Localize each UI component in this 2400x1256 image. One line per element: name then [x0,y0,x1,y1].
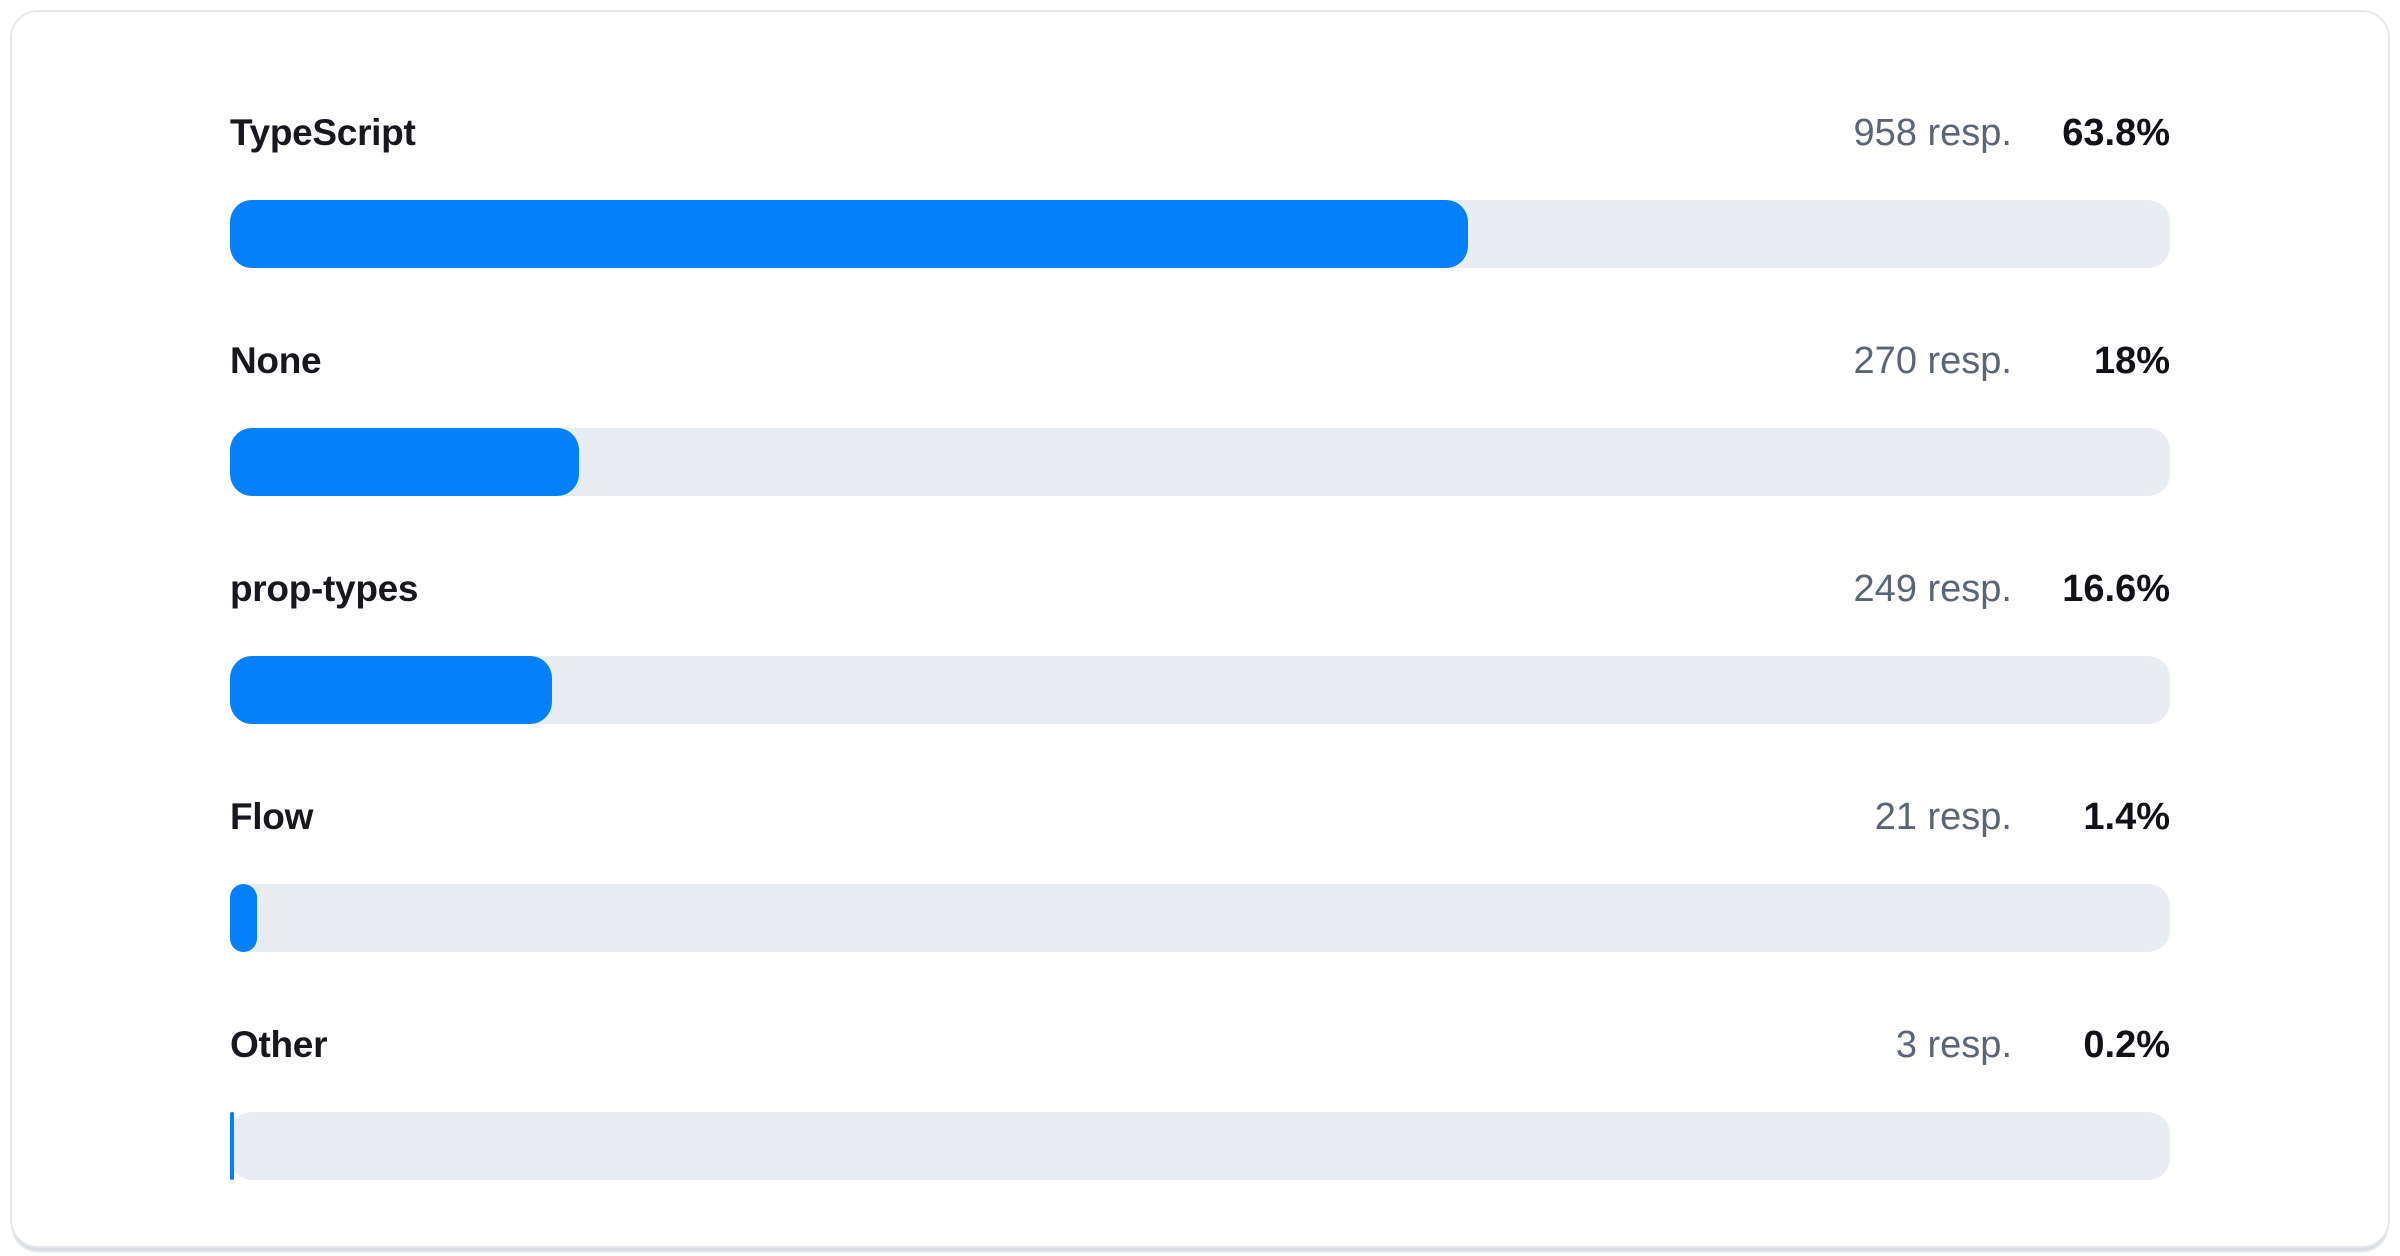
bar-fill [230,884,258,952]
response-count: 249 resp. [1853,568,2012,610]
row-values: 958 resp. 63.8% [1854,112,2170,154]
option-label: Other [230,1024,328,1065]
chart-row: Other 3 resp. 0.2% [230,1024,2170,1180]
row-header: TypeScript 958 resp. 63.8% [230,112,2170,154]
row-values: 249 resp. 16.6% [1854,568,2170,610]
chart-row: Flow 21 resp. 1.4% [230,796,2170,952]
bar-fill [230,656,553,724]
percentage-value: 0.2% [2083,1024,2170,1066]
bar-fill [230,428,580,496]
option-label: None [230,340,322,381]
percentage-value: 63.8% [2062,112,2170,154]
bar-track [230,656,2170,724]
row-header: prop-types 249 resp. 16.6% [230,568,2170,610]
option-label: prop-types [230,568,419,609]
row-header: None 270 resp. 18% [230,340,2170,382]
row-values: 270 resp. 18% [1854,340,2170,382]
percentage-value: 1.4% [2083,796,2170,838]
chart-row: None 270 resp. 18% [230,340,2170,496]
row-header: Other 3 resp. 0.2% [230,1024,2170,1066]
percentage-value: 18% [2093,340,2170,382]
row-values: 3 resp. 0.2% [1896,1024,2170,1066]
response-count: 21 resp. [1874,796,2012,838]
response-count: 270 resp. [1853,340,2012,382]
response-count: 958 resp. [1853,112,2012,154]
chart-row: TypeScript 958 resp. 63.8% [230,112,2170,268]
bar-fill [230,200,1468,268]
bar-track [230,200,2170,268]
bar-track [230,884,2170,952]
row-header: Flow 21 resp. 1.4% [230,796,2170,838]
bar-track [230,1112,2170,1180]
row-values: 21 resp. 1.4% [1875,796,2170,838]
survey-results-card: TypeScript 958 resp. 63.8% None 270 resp… [10,10,2390,1248]
option-label: Flow [230,796,314,837]
percentage-value: 16.6% [2062,568,2170,610]
response-count: 3 resp. [1895,1024,2012,1066]
bar-fill [230,1112,234,1180]
bar-track [230,428,2170,496]
option-label: TypeScript [230,112,416,153]
chart-row: prop-types 249 resp. 16.6% [230,568,2170,724]
